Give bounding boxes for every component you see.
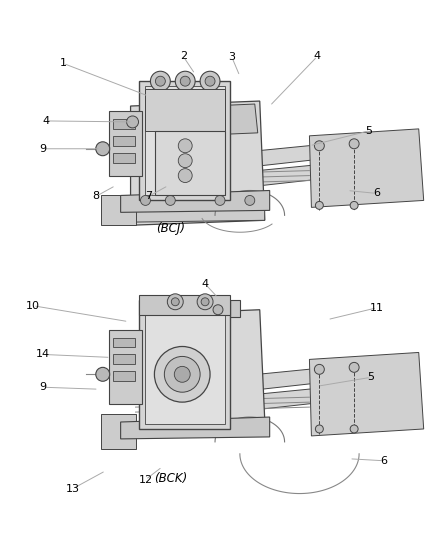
Circle shape: [96, 142, 110, 156]
Polygon shape: [145, 305, 225, 424]
Text: 5: 5: [366, 126, 373, 136]
Polygon shape: [258, 136, 414, 166]
Polygon shape: [138, 81, 230, 200]
Text: (BCJ): (BCJ): [156, 222, 185, 235]
Bar: [113, 372, 134, 381]
Text: 9: 9: [39, 382, 47, 392]
Polygon shape: [309, 129, 424, 207]
Text: 6: 6: [381, 456, 388, 466]
Circle shape: [205, 76, 215, 86]
Circle shape: [155, 76, 165, 86]
Circle shape: [155, 346, 210, 402]
Text: 2: 2: [180, 51, 187, 61]
Bar: [113, 354, 134, 365]
Polygon shape: [141, 104, 258, 138]
Circle shape: [127, 116, 138, 128]
Circle shape: [178, 154, 192, 168]
Circle shape: [180, 76, 190, 86]
Circle shape: [175, 71, 195, 91]
Polygon shape: [141, 310, 265, 424]
Text: 10: 10: [26, 301, 40, 311]
Circle shape: [201, 298, 209, 306]
Text: 14: 14: [36, 350, 50, 359]
Polygon shape: [145, 89, 225, 131]
Circle shape: [150, 71, 170, 91]
Text: (BCK): (BCK): [154, 472, 187, 485]
Polygon shape: [138, 300, 230, 429]
Circle shape: [167, 294, 183, 310]
Circle shape: [165, 196, 175, 205]
Text: 6: 6: [374, 189, 381, 198]
Polygon shape: [258, 359, 414, 389]
Circle shape: [174, 366, 190, 382]
Polygon shape: [258, 156, 414, 185]
Text: 1: 1: [60, 58, 67, 68]
Circle shape: [349, 362, 359, 373]
Circle shape: [315, 201, 323, 209]
Circle shape: [315, 425, 323, 433]
Polygon shape: [120, 417, 270, 439]
Polygon shape: [258, 379, 414, 409]
Text: 13: 13: [66, 483, 80, 494]
Polygon shape: [101, 196, 135, 225]
Text: 9: 9: [39, 144, 47, 154]
Text: 3: 3: [229, 52, 235, 62]
Text: 8: 8: [92, 191, 99, 201]
Text: 12: 12: [138, 475, 152, 484]
Polygon shape: [120, 190, 270, 212]
Circle shape: [350, 425, 358, 433]
Circle shape: [200, 71, 220, 91]
Circle shape: [349, 139, 359, 149]
Text: 11: 11: [370, 303, 384, 313]
Circle shape: [164, 357, 200, 392]
Polygon shape: [145, 86, 225, 196]
Text: 7: 7: [145, 191, 152, 201]
Circle shape: [197, 294, 213, 310]
Polygon shape: [109, 329, 142, 404]
Circle shape: [213, 305, 223, 314]
Text: 4: 4: [314, 51, 321, 61]
Polygon shape: [155, 131, 225, 196]
Circle shape: [314, 365, 324, 374]
Text: 4: 4: [42, 116, 49, 126]
Polygon shape: [120, 197, 265, 222]
Circle shape: [96, 367, 110, 381]
Polygon shape: [131, 101, 265, 225]
Polygon shape: [109, 111, 142, 175]
Polygon shape: [101, 414, 135, 449]
Text: 5: 5: [367, 372, 374, 382]
Bar: [113, 337, 134, 348]
Bar: [113, 136, 134, 146]
Bar: [113, 119, 134, 129]
Circle shape: [178, 139, 192, 153]
Polygon shape: [148, 300, 240, 317]
Circle shape: [245, 196, 255, 205]
Circle shape: [171, 298, 179, 306]
Circle shape: [314, 141, 324, 151]
Circle shape: [141, 196, 150, 205]
Circle shape: [215, 196, 225, 205]
Polygon shape: [138, 295, 230, 314]
Polygon shape: [309, 352, 424, 436]
Text: 4: 4: [201, 279, 208, 289]
Circle shape: [178, 168, 192, 182]
Bar: [113, 153, 134, 163]
Circle shape: [350, 201, 358, 209]
